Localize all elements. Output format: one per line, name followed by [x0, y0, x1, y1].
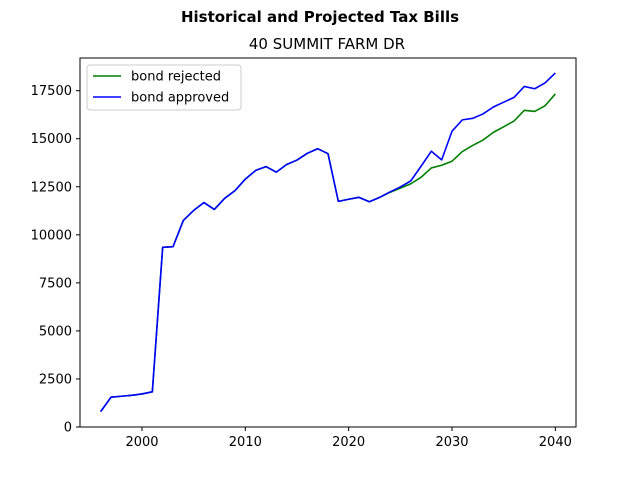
chart-suptitle: Historical and Projected Tax Bills: [181, 8, 459, 26]
y-tick-label: 10000: [31, 228, 72, 243]
y-tick-label: 15000: [31, 132, 72, 147]
x-tick-label: 2010: [229, 435, 262, 450]
axes: 2000 2010 2020 2030 2040 0 2500 5000 7500 10000 12…: [31, 84, 572, 450]
y-tick-label: 12500: [31, 180, 72, 195]
x-tick-label: 2000: [125, 435, 158, 450]
x-tick-label: 2040: [539, 435, 572, 450]
legend: bond rejected bond approved: [86, 64, 242, 111]
y-tick-label: 17500: [31, 84, 72, 99]
series-lines: [100, 72, 556, 413]
legend-box: [86, 64, 242, 111]
y-tick-label: 7500: [39, 276, 72, 291]
plot-frame: [79, 57, 577, 428]
y-tick-label: 5000: [39, 324, 72, 339]
series-line-bond-rejected: [100, 93, 556, 413]
legend-label: bond approved: [131, 91, 229, 106]
x-tick-label: 2030: [435, 435, 468, 450]
x-tick-label: 2020: [332, 435, 365, 450]
y-tick-label: 2500: [39, 372, 72, 387]
chart-subtitle: 40 SUMMIT FARM DR: [249, 35, 405, 53]
legend-label: bond rejected: [131, 70, 221, 85]
y-tick-label: 0: [64, 421, 72, 436]
series-line-bond-approved: [100, 72, 556, 413]
